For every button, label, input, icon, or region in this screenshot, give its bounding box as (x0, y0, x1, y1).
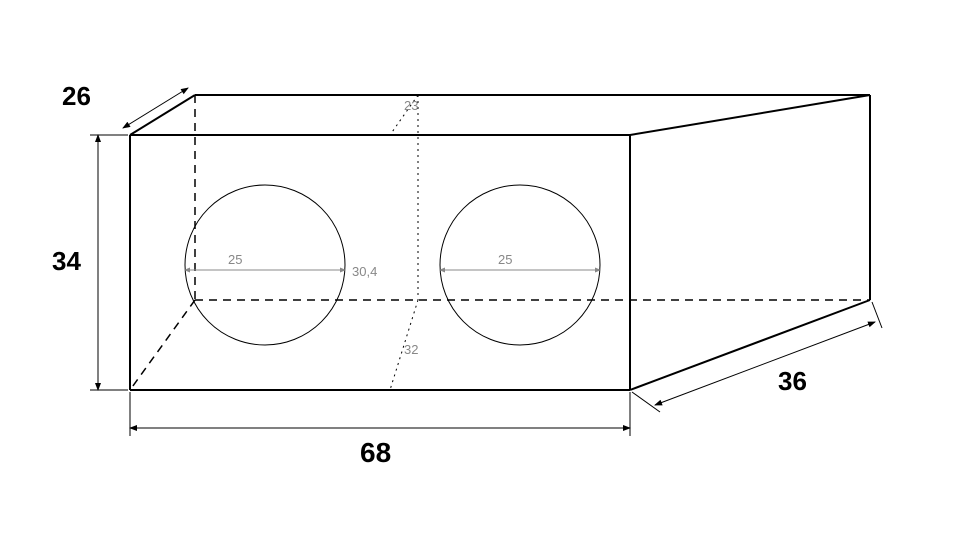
dim-width-label: 68 (360, 437, 391, 468)
hole-left (185, 185, 345, 345)
dim-circle1: 25 (185, 252, 345, 270)
dim-inner-bottom-label: 32 (404, 342, 418, 357)
top-face (130, 95, 870, 135)
dim-width: 68 (130, 392, 630, 468)
right-face (630, 95, 870, 390)
dim-inner-top-label: 23 (404, 98, 418, 113)
dim-depth: 26 (62, 81, 188, 128)
dim-circle2: 25 (440, 252, 600, 270)
dim-circle1-label: 25 (228, 252, 242, 267)
dim-height-label: 34 (52, 246, 81, 276)
dim-inner-top: 23 (404, 98, 418, 113)
dim-slant: 36 (632, 302, 882, 412)
technical-drawing: 34 68 36 26 25 25 30,4 23 32 (0, 0, 960, 540)
hidden-edges (130, 95, 870, 390)
front-face (130, 135, 630, 390)
dim-inner-bottom: 32 (404, 342, 418, 357)
dim-slant-label: 36 (778, 366, 807, 396)
hole-right (440, 185, 600, 345)
dim-height: 34 (52, 135, 128, 390)
dim-inter: 30,4 (352, 264, 377, 279)
dim-circle2-label: 25 (498, 252, 512, 267)
dim-inter-label: 30,4 (352, 264, 377, 279)
dim-depth-label: 26 (62, 81, 91, 111)
